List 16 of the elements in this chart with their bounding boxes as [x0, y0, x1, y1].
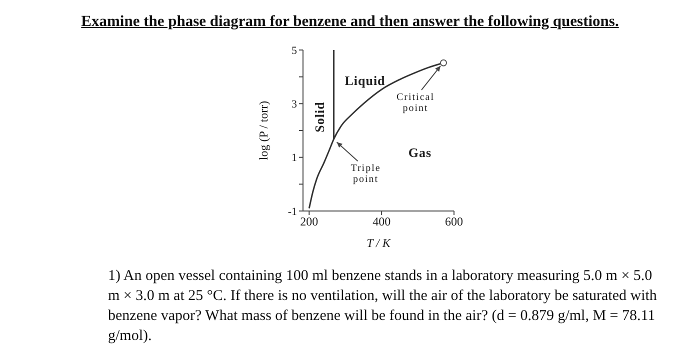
x-axis-title: T / K: [366, 236, 392, 250]
x-tick-label: 200: [300, 214, 318, 229]
y-tick-label: -1: [288, 206, 297, 218]
x-tick-label: 600: [445, 214, 463, 229]
annotation: Solid: [312, 101, 327, 132]
y-tick-label: 3: [292, 98, 298, 111]
x-tick-label: 400: [372, 214, 391, 229]
annotation: Triple point: [350, 163, 381, 186]
annotation: Critical point: [396, 92, 434, 114]
y-tick-label: 1: [292, 152, 297, 164]
annotation: Liquid: [344, 73, 386, 88]
chart-title: Examine the phase diagram for benzene and then answer the following questions.: [80, 13, 620, 32]
annotation: Gas: [408, 145, 432, 160]
text: 1) An open vessel containing 100 ml benzene stands in a laboratory measuring 5.0 m × 5.0 m × 3.0 m at 25 °C. If there is no ventilation, will the air of the laboratory be saturated with benzene vapor? What mass of benzene will be found in the air? (d = 0.879 g/ml, M = 78.11 g/mol).: [108, 267, 658, 346]
y-axis-title: log (P / torr): [256, 100, 270, 160]
y-tick-label: 5: [292, 44, 298, 57]
